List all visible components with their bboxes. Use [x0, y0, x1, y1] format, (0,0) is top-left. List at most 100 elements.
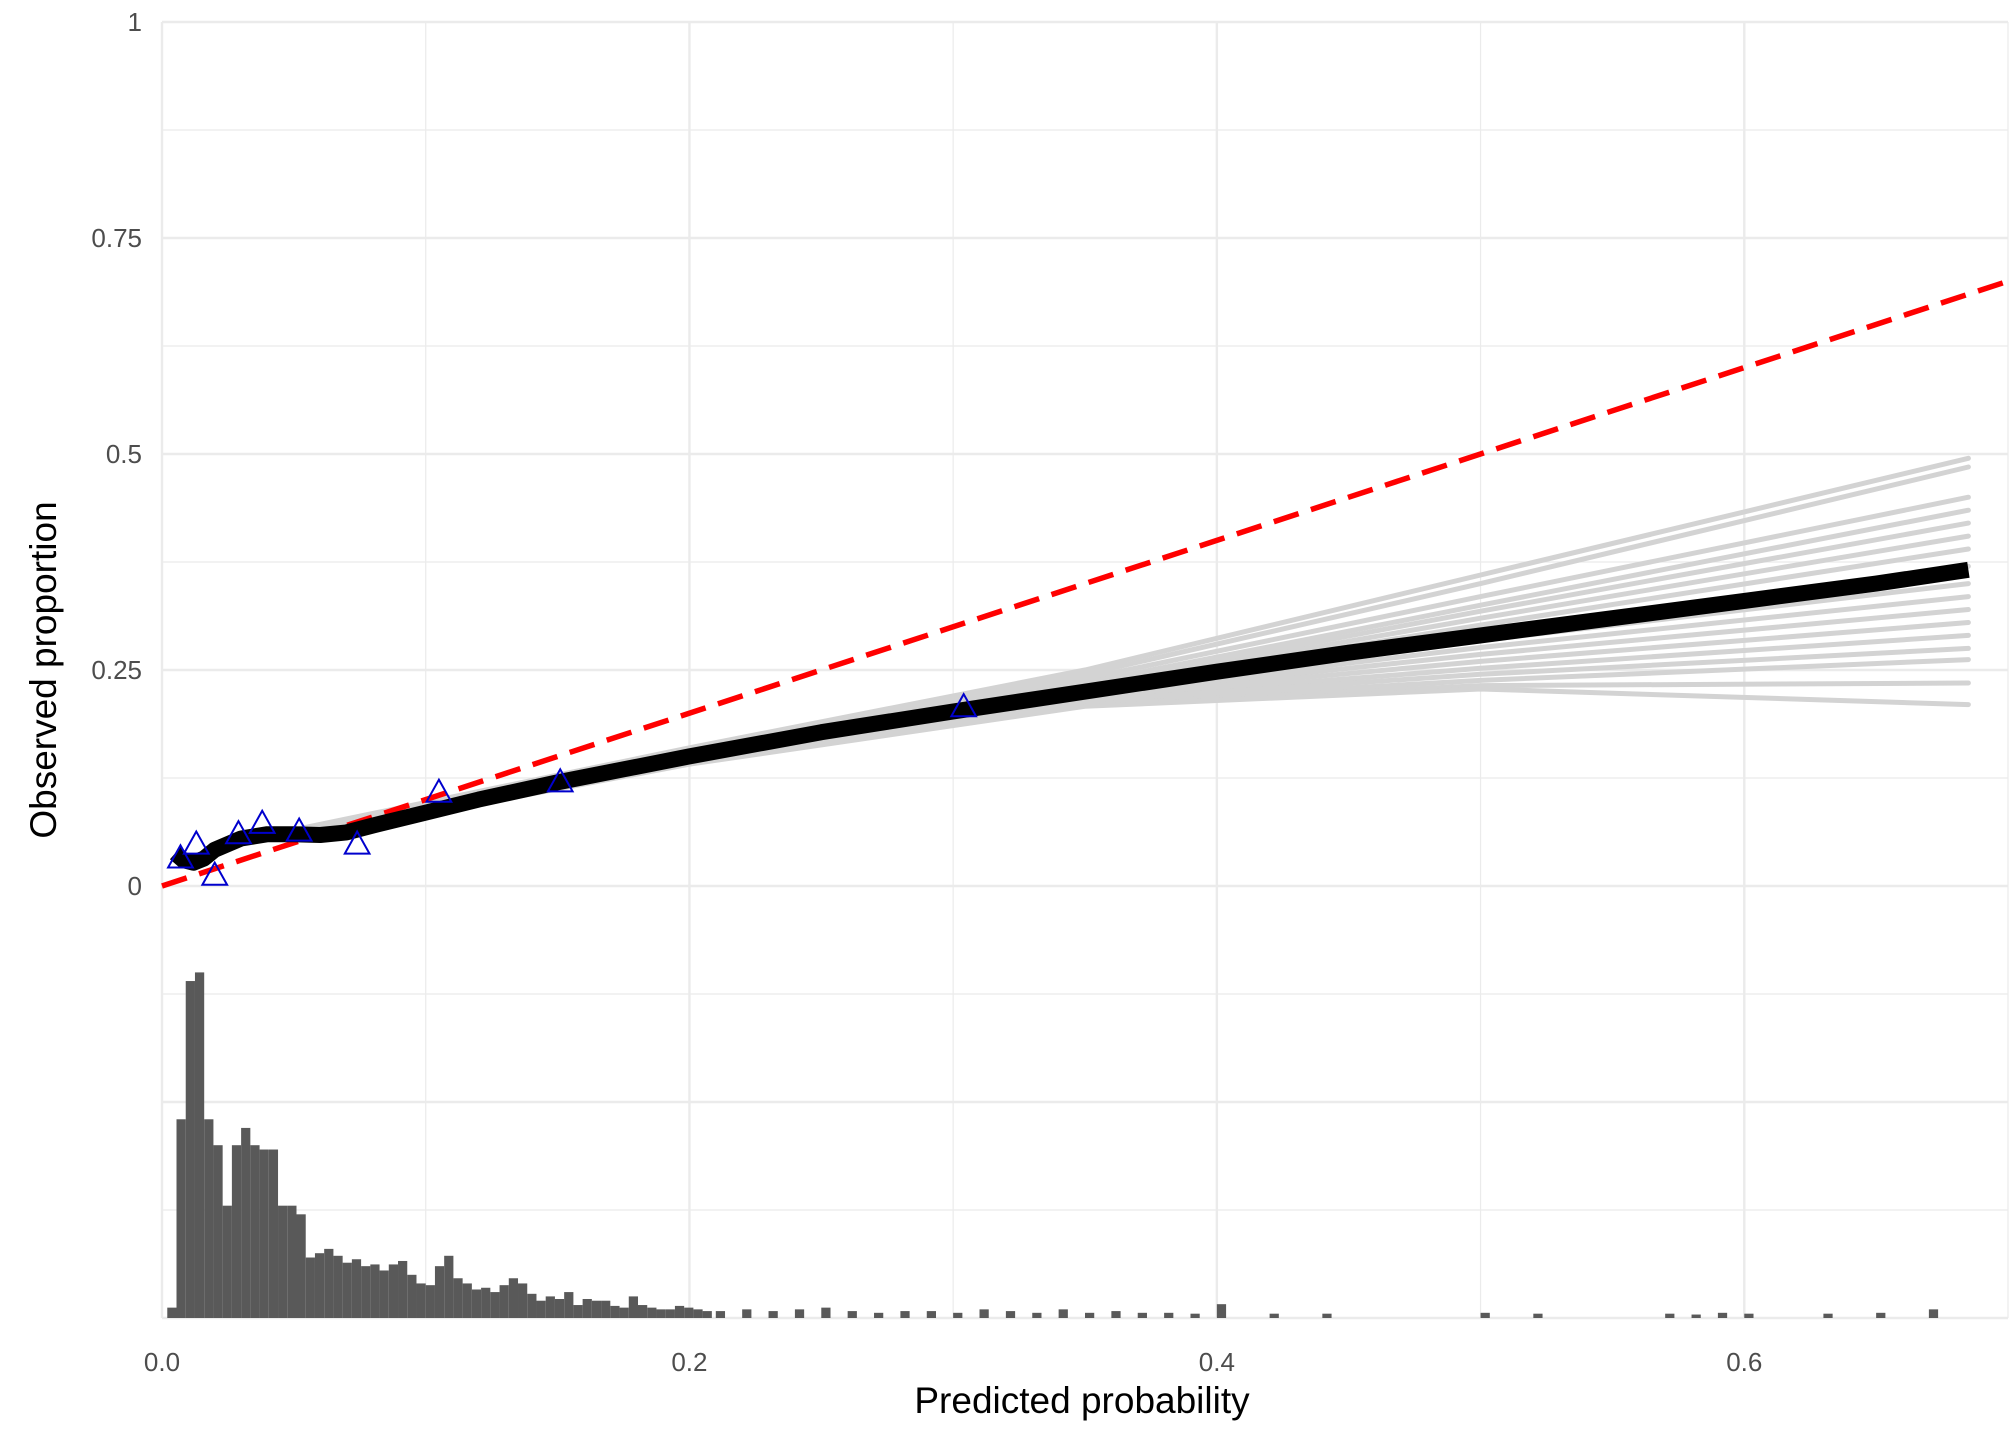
histogram-bar: [425, 1285, 435, 1318]
histogram-bar: [847, 1311, 857, 1318]
reference-line-layer: [161, 278, 2009, 889]
histogram-bar: [388, 1264, 399, 1318]
histogram-bar: [213, 1145, 223, 1318]
histogram-bar: [416, 1283, 426, 1318]
histogram-bar: [1111, 1311, 1121, 1318]
histogram-bar: [453, 1278, 463, 1318]
histogram-bar: [656, 1309, 666, 1318]
histogram-bar: [1823, 1313, 1833, 1318]
grouped-point: [248, 808, 277, 834]
x-axis-title: Predicted probability: [914, 1380, 1250, 1421]
grouped-point: [343, 829, 372, 855]
histogram-bar: [647, 1307, 657, 1318]
histogram-bar: [314, 1253, 325, 1318]
histogram-bar: [582, 1298, 592, 1318]
bootstrap-curve: [291, 686, 1971, 841]
histogram-bar: [342, 1262, 352, 1318]
histogram-bar: [1137, 1312, 1147, 1318]
histogram-bar: [434, 1266, 445, 1318]
histogram-bar: [1085, 1312, 1095, 1318]
histogram-bar: [693, 1309, 703, 1318]
y-tick-label: 0: [128, 871, 142, 901]
histogram-bar: [351, 1259, 362, 1318]
grouped-point: [200, 860, 229, 886]
histogram-bar: [278, 1205, 288, 1318]
histogram-bar: [250, 1145, 260, 1318]
histogram-bar: [1164, 1312, 1174, 1318]
histogram-bar: [444, 1255, 454, 1318]
histogram-bar: [638, 1305, 648, 1318]
histogram-bar: [979, 1309, 989, 1318]
histogram-bar: [1322, 1313, 1332, 1318]
histogram-bar: [462, 1283, 472, 1318]
histogram-bar: [619, 1307, 629, 1318]
histogram-bar: [1876, 1312, 1886, 1318]
grouped-point: [182, 829, 211, 855]
grouped-point: [285, 816, 314, 842]
histogram-bar: [564, 1292, 574, 1318]
histogram-bar: [333, 1255, 343, 1318]
histogram-bar: [1665, 1313, 1675, 1318]
histogram-bar: [1717, 1312, 1728, 1318]
histogram-bar: [1480, 1312, 1490, 1318]
calibration-curve: [169, 561, 1970, 871]
histogram-bar: [1269, 1313, 1279, 1318]
histogram-bar: [821, 1307, 831, 1318]
x-tick-label: 0.2: [671, 1347, 707, 1377]
histogram-bar: [231, 1145, 242, 1318]
histogram-bar: [361, 1266, 371, 1318]
x-tick-label: 0.6: [1726, 1347, 1762, 1377]
grouped-points: [166, 692, 978, 886]
histogram-bar: [508, 1278, 519, 1318]
histogram-bar: [324, 1248, 334, 1318]
grouped-point: [166, 843, 195, 869]
histogram: [167, 972, 1939, 1318]
histogram-bar: [684, 1307, 694, 1318]
histogram-bar: [715, 1311, 726, 1318]
histogram-bar: [185, 981, 195, 1318]
histogram-bar: [167, 1307, 177, 1318]
calibration-curve-layer: [169, 561, 1970, 871]
histogram-bar: [259, 1149, 269, 1318]
reference-line: [161, 278, 2009, 889]
histogram-bar: [536, 1300, 546, 1318]
y-tick-label: 1: [128, 7, 142, 37]
histogram-bar: [545, 1296, 555, 1318]
x-tick-label: 0.0: [144, 1347, 180, 1377]
y-tick-label: 0.5: [106, 439, 142, 469]
histogram-bar: [1005, 1311, 1016, 1318]
histogram-bar: [1032, 1312, 1042, 1318]
y-axis-ticks: 0 0.25 0.5 0.75 1: [91, 7, 142, 901]
y-axis-title: Observed proportion: [23, 501, 64, 838]
histogram-bar: [768, 1311, 778, 1318]
histogram-bar: [305, 1257, 315, 1318]
histogram-bar: [398, 1260, 408, 1318]
histogram-bar: [370, 1264, 380, 1318]
grouped-point: [949, 692, 978, 718]
histogram-bar: [665, 1309, 675, 1318]
grouped-point: [424, 777, 453, 803]
histogram-bar: [674, 1305, 685, 1318]
x-tick-label: 0.4: [1199, 1347, 1235, 1377]
histogram-bar: [926, 1311, 937, 1318]
histogram-bar: [379, 1270, 389, 1318]
histogram-bar: [1190, 1313, 1200, 1318]
histogram-bar: [481, 1287, 491, 1318]
histogram-bar: [287, 1205, 297, 1318]
histogram-bar: [601, 1300, 611, 1318]
histogram-bar: [407, 1274, 417, 1318]
histogram-bar: [1533, 1313, 1543, 1318]
grouped-point: [546, 767, 575, 793]
histogram-bar: [702, 1311, 712, 1318]
x-axis-ticks: 0.0 0.2 0.4 0.6: [144, 1347, 1762, 1377]
histogram-bar: [1928, 1309, 1939, 1318]
histogram-bar: [471, 1289, 482, 1318]
histogram-bar: [1691, 1314, 1701, 1318]
y-tick-label: 0.25: [91, 655, 142, 685]
histogram-bar: [527, 1293, 537, 1318]
histogram-bar: [900, 1311, 910, 1318]
histogram-bar: [953, 1312, 963, 1318]
histogram-bar: [1744, 1313, 1754, 1318]
